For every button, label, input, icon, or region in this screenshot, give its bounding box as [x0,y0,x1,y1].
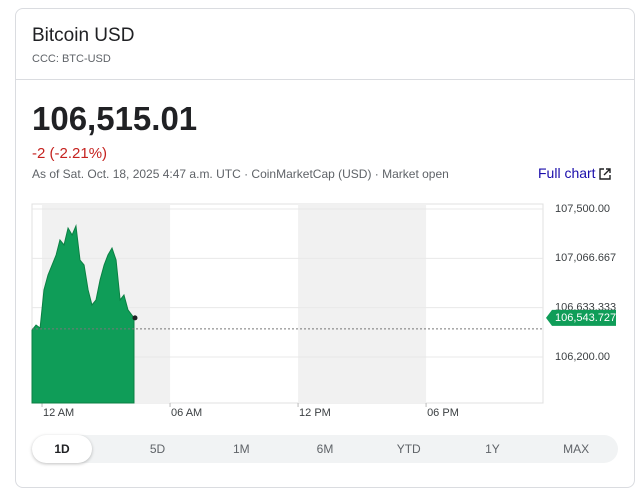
range-tab[interactable]: 1M [232,442,250,456]
link-text: Full chart [538,165,596,181]
shaded-band [298,204,427,403]
price: 106,515.01 [32,100,198,137]
timestamp: As of Sat. Oct. 18, 2025 4:47 a.m. UTC ·… [32,167,449,181]
x-tick-label: 12 AM [43,407,74,419]
range-tab[interactable]: YTD [396,442,421,456]
external-icon [599,168,612,180]
x-tick-label: 12 PM [299,407,331,419]
y-tick-label: 106,200.00 [555,351,610,363]
current-dot [132,315,138,321]
title: Bitcoin USD [32,25,135,46]
range-tab[interactable]: MAX [563,442,590,456]
range-tab[interactable]: 1Y [485,442,500,456]
x-tick-label: 06 PM [427,407,459,419]
y-tick-label: 107,066.667 [555,252,616,264]
area [31,224,135,404]
current-label: 106,543.727 [555,312,616,324]
divider [15,79,635,80]
tab-bar: 1D 5D 1M 6M YTD 1Y MAX [32,435,618,463]
range-tab[interactable]: 1D [32,435,92,463]
y-tick-label: 107,500.00 [555,203,610,215]
ticker: CCC: BTC-USD [32,53,111,65]
range-tab[interactable]: 5D [149,442,166,456]
change: -2 (-2.21%) [32,145,108,162]
full-chart-link[interactable]: Full chart [538,165,612,181]
chart: 12 AM 06 AM 12 PM 06 PM 107,500.00 107,066.66… [31,203,616,419]
range-tab[interactable]: 6M [316,442,334,456]
current-badge [546,309,616,326]
x-tick-label: 06 AM [171,407,202,419]
page: Bitcoin USD CCC: BTC-USD 106,515.01 -2 (… [15,8,635,488]
